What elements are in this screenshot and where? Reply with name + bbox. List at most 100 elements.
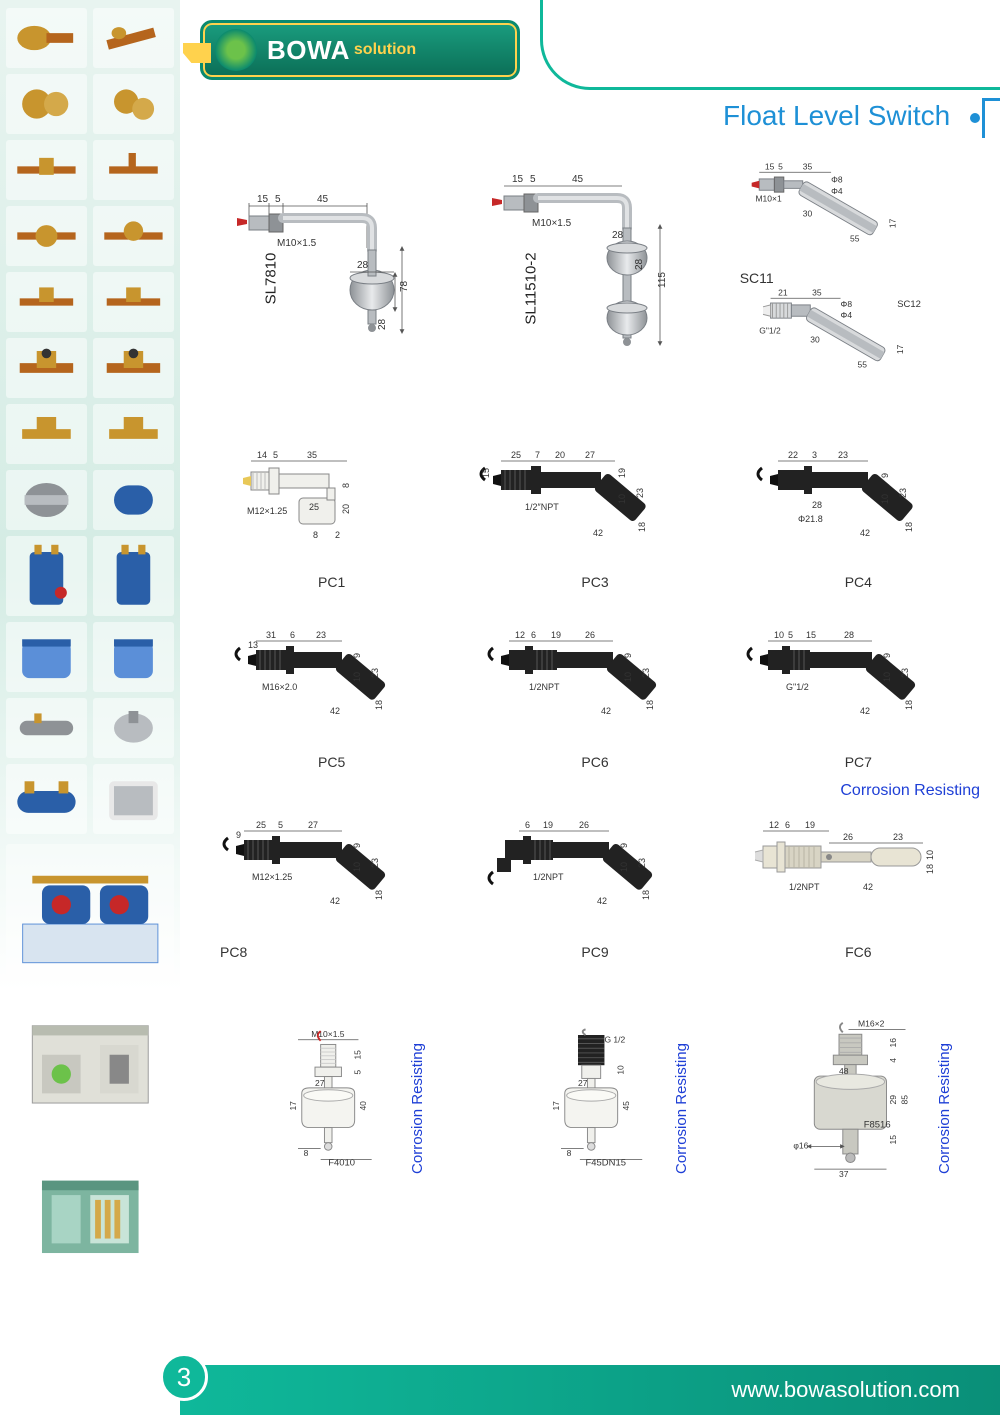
svg-text:6: 6 — [525, 820, 530, 830]
svg-text:6: 6 — [785, 820, 790, 830]
svg-text:30: 30 — [803, 209, 813, 219]
gear-icon — [215, 29, 257, 71]
svg-text:78: 78 — [399, 280, 410, 292]
svg-text:5: 5 — [278, 820, 283, 830]
svg-text:42: 42 — [863, 882, 873, 892]
svg-text:23: 23 — [900, 668, 910, 678]
thumb — [93, 470, 174, 530]
svg-text:G"1/2: G"1/2 — [759, 325, 781, 335]
svg-text:31: 31 — [266, 630, 276, 640]
svg-text:M10×1.5: M10×1.5 — [311, 1029, 345, 1039]
svg-text:5: 5 — [352, 1070, 362, 1075]
product-SC-group: 15 5 35 M10×1 Φ8 Φ4 30 — [710, 160, 990, 390]
svg-text:45: 45 — [621, 1101, 631, 1111]
product-grid: 15 5 45 M10×1.5 — [200, 160, 990, 1355]
svg-text:5: 5 — [530, 174, 536, 185]
thumb — [6, 272, 87, 332]
svg-text:28: 28 — [634, 258, 645, 270]
svg-text:1/2″NPT: 1/2″NPT — [525, 502, 559, 512]
svg-text:45: 45 — [572, 174, 584, 185]
product-SL7810: 15 5 45 M10×1.5 — [200, 160, 455, 390]
svg-text:19: 19 — [551, 630, 561, 640]
svg-text:26: 26 — [585, 630, 595, 640]
svg-text:22: 22 — [788, 450, 798, 460]
svg-text:27: 27 — [585, 450, 595, 460]
svg-text:42: 42 — [330, 896, 340, 906]
thumb — [93, 536, 174, 616]
thumb — [93, 338, 174, 398]
product-label: FC6 — [845, 944, 871, 960]
svg-text:42: 42 — [860, 706, 870, 716]
svg-text:10: 10 — [880, 494, 890, 504]
svg-text:40: 40 — [358, 1101, 368, 1111]
product-label: PC1 — [318, 574, 345, 590]
thumb-machine — [6, 994, 174, 1134]
svg-text:10: 10 — [352, 672, 362, 682]
svg-text:Φ4: Φ4 — [831, 186, 843, 196]
svg-text:5: 5 — [778, 161, 783, 171]
svg-text:18: 18 — [374, 890, 384, 900]
svg-text:23: 23 — [641, 668, 651, 678]
svg-text:42: 42 — [330, 706, 340, 716]
svg-text:8: 8 — [303, 1148, 308, 1158]
svg-text:25: 25 — [309, 502, 319, 512]
product-PC9: 6 19 26 1/2NPT 9 10 23 42 — [463, 800, 726, 960]
svg-text:9: 9 — [623, 653, 633, 658]
svg-text:55: 55 — [850, 233, 860, 243]
product-PC1: 14 5 35 M12×1.25 25 8 2 8 — [200, 440, 463, 590]
svg-text:M10×1.5: M10×1.5 — [277, 238, 317, 249]
svg-text:28: 28 — [377, 318, 388, 330]
svg-text:F8516: F8516 — [864, 1119, 891, 1130]
svg-text:9: 9 — [236, 830, 241, 840]
row-pc-b: 31 6 23 13 M16×2.0 9 10 23 42 — [200, 620, 990, 770]
svg-text:35: 35 — [803, 161, 813, 171]
corrosion-label: Corrosion Resisting — [936, 1043, 953, 1174]
product-F45DN15: G 1/2 10 27 17 45 8 F45DN15 — [463, 990, 726, 1220]
svg-text:5: 5 — [273, 450, 278, 460]
row-bottom: M10×1.5 15 5 27 17 40 8 — [200, 990, 990, 1220]
svg-text:10: 10 — [619, 862, 629, 872]
svg-text:9: 9 — [619, 843, 629, 848]
footer: www.bowasolution.com — [180, 1365, 1000, 1415]
svg-text:4: 4 — [888, 1058, 898, 1063]
svg-text:1/2NPT: 1/2NPT — [533, 872, 564, 882]
thumb-unit — [6, 1144, 174, 1284]
corrosion-label: Corrosion Resisting — [409, 1043, 426, 1174]
svg-text:23: 23 — [635, 488, 645, 498]
svg-text:42: 42 — [860, 528, 870, 538]
svg-text:8: 8 — [313, 530, 318, 540]
brand-logo: BOWA solution — [200, 20, 520, 80]
product-label: SC11 — [740, 270, 774, 286]
svg-text:15: 15 — [257, 194, 269, 205]
svg-text:1/2NPT: 1/2NPT — [789, 882, 820, 892]
thumb — [93, 74, 174, 134]
svg-text:115: 115 — [657, 272, 668, 288]
svg-text:1/2NPT: 1/2NPT — [529, 682, 560, 692]
svg-text:9: 9 — [352, 843, 362, 848]
product-PC4: 22 3 23 28 Φ21.8 9 23 42 18 10 — [727, 440, 990, 590]
svg-text:12: 12 — [769, 820, 779, 830]
product-label: PC9 — [581, 944, 608, 960]
svg-text:18: 18 — [904, 700, 914, 710]
thumb — [6, 206, 87, 266]
thumb — [6, 74, 87, 134]
row-pc-c: 25 5 27 9 M12×1.25 9 10 23 42 — [200, 800, 990, 960]
category-title-text: Float Level Switch — [723, 100, 950, 131]
thumb — [93, 206, 174, 266]
svg-text:21: 21 — [778, 287, 788, 297]
svg-text:42: 42 — [601, 706, 611, 716]
product-PC6: 12 6 19 26 1/2NPT 9 10 23 — [463, 620, 726, 770]
svg-text:23: 23 — [370, 858, 380, 868]
svg-text:16: 16 — [888, 1038, 898, 1048]
svg-text:15: 15 — [806, 630, 816, 640]
corrosion-label: Corrosion Resisting — [840, 782, 980, 800]
thumb — [6, 140, 87, 200]
svg-text:17: 17 — [895, 344, 905, 354]
svg-text:2: 2 — [335, 530, 340, 540]
svg-text:18: 18 — [645, 700, 655, 710]
thumb — [6, 404, 87, 464]
svg-text:Φ21.8: Φ21.8 — [798, 514, 823, 524]
product-FC6: Corrosion Resisting 12 6 19 26 23 — [727, 800, 990, 960]
product-label: PC7 — [845, 754, 872, 770]
svg-text:20: 20 — [555, 450, 565, 460]
